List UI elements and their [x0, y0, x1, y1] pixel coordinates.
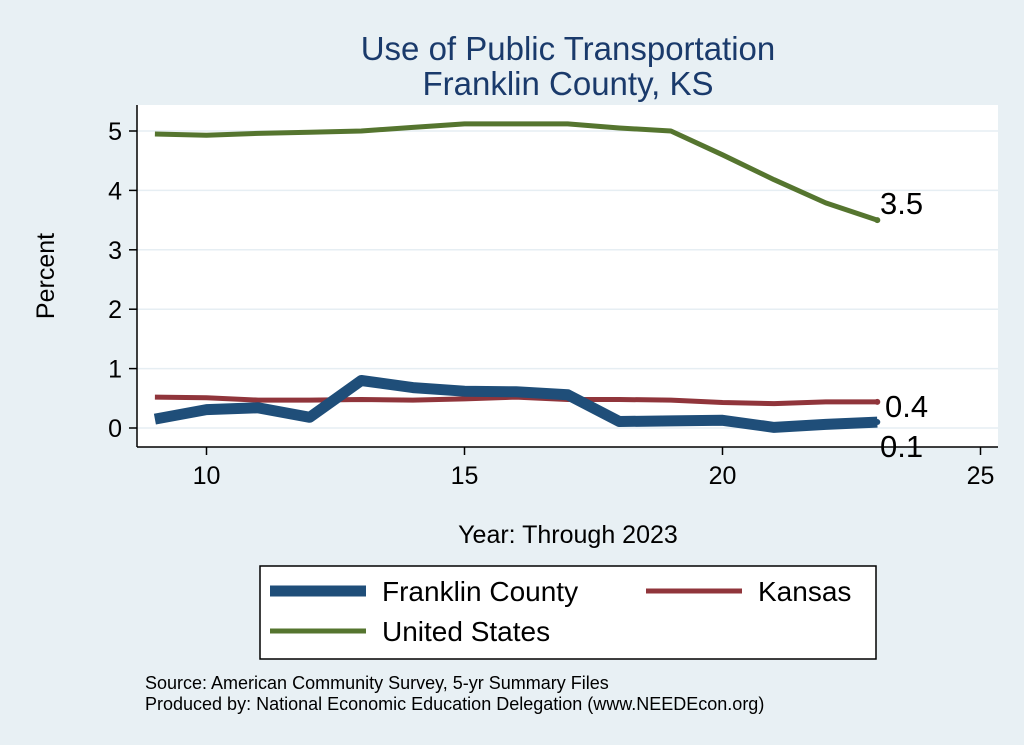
end-label-united-states: 3.5 — [880, 186, 923, 221]
produced-by-note: Produced by: National Economic Education… — [145, 694, 765, 714]
x-tick-label: 10 — [193, 462, 221, 490]
y-tick-label: 5 — [108, 118, 122, 146]
x-axis-title: Year: Through 2023 — [458, 521, 678, 549]
chart-subtitle: Franklin County, KS — [422, 65, 713, 102]
end-label-kansas: 0.4 — [885, 389, 928, 424]
series-line-franklin-county — [153, 375, 878, 433]
y-tick-label: 0 — [108, 415, 122, 443]
end-marker-kansas — [874, 398, 881, 405]
legend-label-united-states: United States — [382, 616, 550, 647]
y-tick-label: 3 — [108, 237, 122, 265]
series-layer: 0.1 0.4 3.5 — [153, 121, 928, 464]
x-tick-label: 20 — [709, 462, 737, 490]
gridlines — [137, 130, 998, 429]
end-label-franklin-county: 0.1 — [880, 429, 923, 464]
y-axis-title: Percent — [32, 233, 60, 319]
legend — [259, 565, 877, 660]
legend-label-franklin-county: Franklin County — [382, 576, 578, 607]
y-tick-label: 2 — [108, 296, 122, 324]
axes: 0 1 2 3 4 5 10 15 20 25 — [108, 105, 998, 490]
series-line-united-states — [154, 121, 879, 223]
end-marker-franklin-county — [874, 419, 881, 426]
end-marker-united-states — [874, 217, 881, 224]
y-tick-label: 1 — [108, 356, 122, 384]
x-tick-label: 25 — [967, 462, 995, 490]
chart-title: Use of Public Transportation — [361, 30, 776, 67]
legend-label-kansas: Kansas — [758, 576, 851, 607]
legend-items: Franklin County Kansas United States — [270, 576, 851, 647]
x-tick-label: 15 — [451, 462, 479, 490]
source-note: Source: American Community Survey, 5-yr … — [145, 673, 609, 693]
y-tick-label: 4 — [108, 177, 122, 205]
